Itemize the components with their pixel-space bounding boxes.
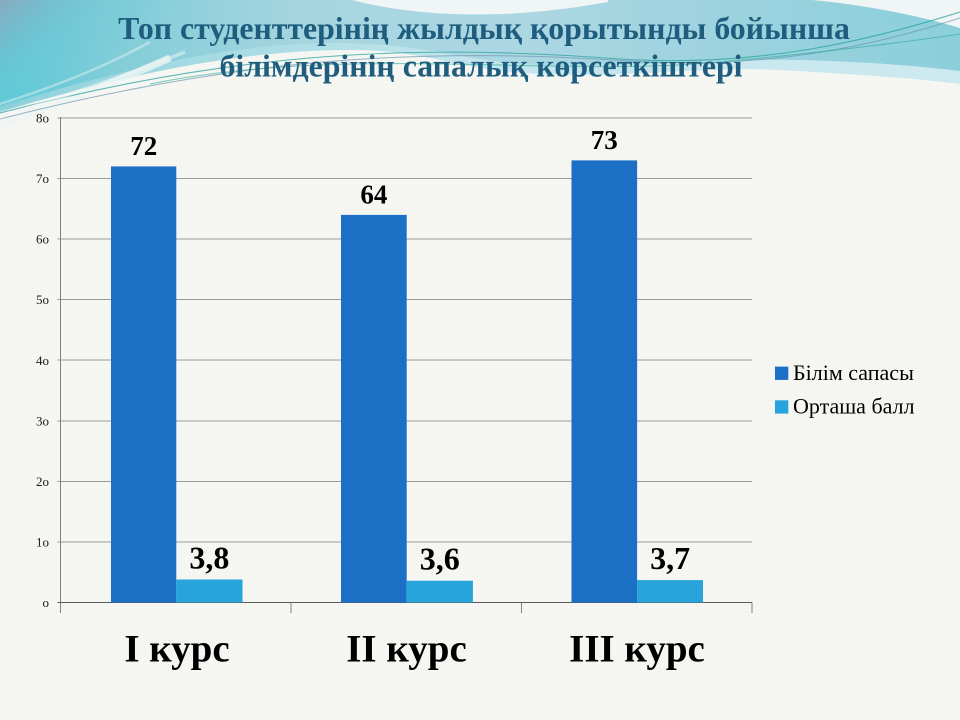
svg-text:білімдерінің сапалық көрсеткі: білімдерінің сапалық көрсеткіштері (219, 49, 742, 84)
svg-text:64: 64 (360, 180, 387, 210)
svg-text:6o: 6o (36, 232, 49, 247)
svg-text:Орташа балл: Орташа балл (793, 394, 915, 419)
svg-text:4o: 4o (36, 353, 49, 368)
svg-text:ІІІ курс: ІІІ курс (569, 628, 705, 671)
svg-text:73: 73 (591, 125, 618, 155)
svg-text:8o: 8o (36, 111, 49, 126)
svg-text:Топ студенттерінің жылдық қор: Топ студенттерінің жылдық қорытынды бойы… (118, 11, 850, 46)
svg-text:3,6: 3,6 (420, 541, 460, 577)
svg-text:2o: 2o (36, 474, 49, 489)
svg-text:Білім сапасы: Білім сапасы (793, 360, 914, 385)
svg-text:5o: 5o (36, 292, 49, 307)
svg-text:3,8: 3,8 (189, 540, 229, 576)
svg-text:І курс: І курс (124, 628, 229, 671)
svg-text:1o: 1o (36, 534, 49, 549)
svg-text:ІІ курс: ІІ курс (346, 628, 467, 671)
svg-text:72: 72 (130, 131, 157, 161)
svg-text:3,7: 3,7 (650, 540, 690, 576)
svg-text:7o: 7o (36, 171, 49, 186)
svg-text:o: o (43, 595, 50, 610)
svg-text:3o: 3o (36, 413, 49, 428)
